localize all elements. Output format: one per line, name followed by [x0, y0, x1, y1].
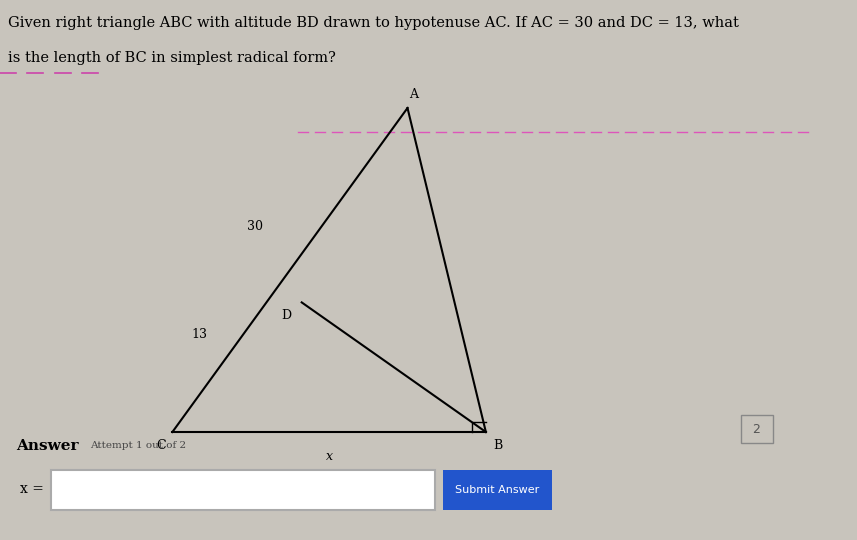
Bar: [51, 470, 435, 510]
Text: D: D: [281, 309, 291, 322]
Text: C: C: [156, 439, 165, 452]
Bar: [443, 470, 553, 510]
Text: x =: x =: [20, 482, 44, 496]
Text: Submit Answer: Submit Answer: [456, 485, 540, 495]
Text: is the length of BC in simplest radical form?: is the length of BC in simplest radical …: [8, 51, 336, 65]
Text: x: x: [326, 450, 333, 463]
Text: 13: 13: [192, 328, 208, 341]
Bar: [740, 415, 774, 443]
Text: B: B: [493, 439, 502, 452]
Text: A: A: [410, 88, 418, 101]
Text: Answer: Answer: [15, 438, 78, 453]
Text: 30: 30: [247, 220, 263, 233]
Text: 2: 2: [752, 423, 760, 436]
Text: Attempt 1 out of 2: Attempt 1 out of 2: [90, 441, 186, 450]
Text: Given right triangle ABC with altitude BD drawn to hypotenuse AC. If AC = 30 and: Given right triangle ABC with altitude B…: [8, 16, 739, 30]
